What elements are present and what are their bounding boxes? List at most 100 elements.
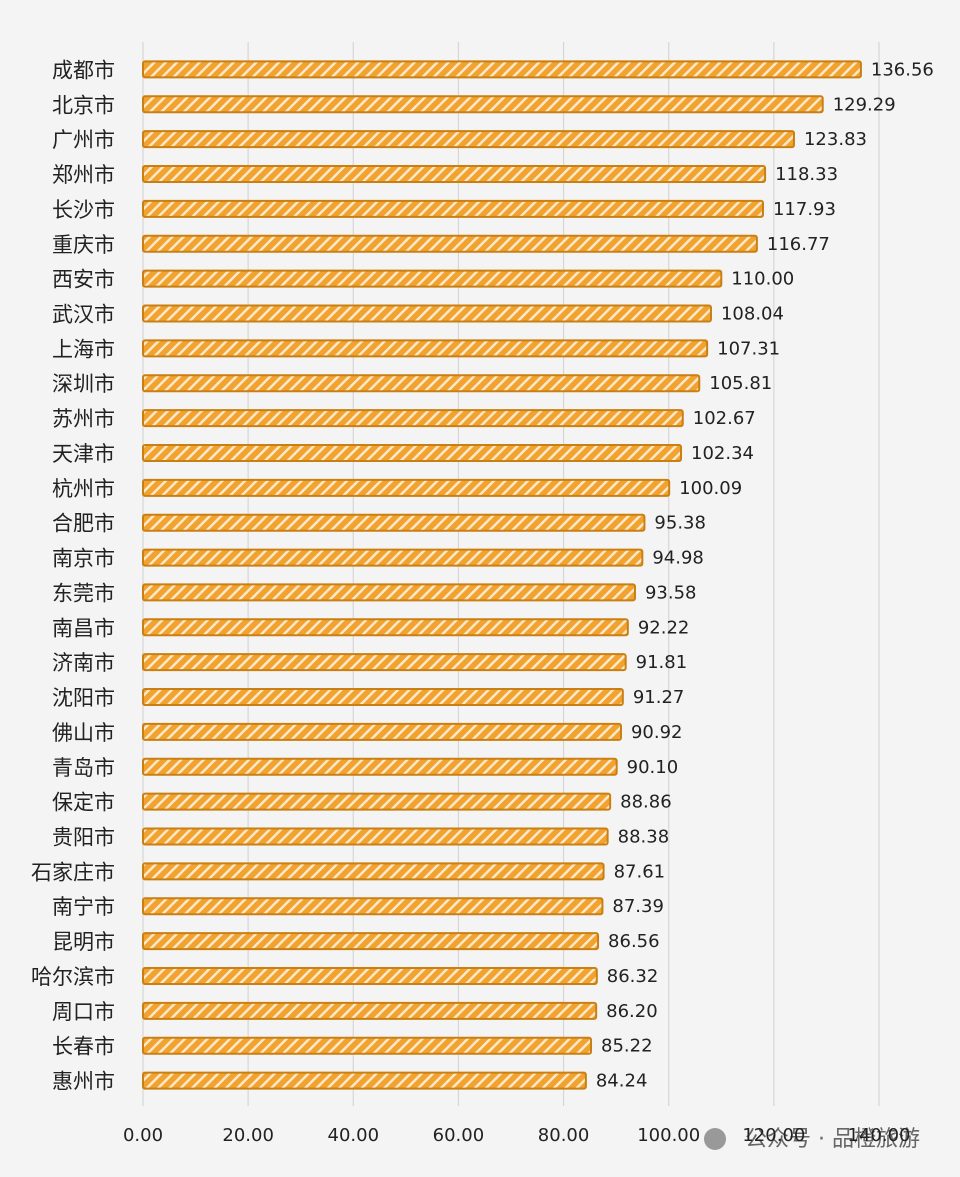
bar: [142, 339, 709, 358]
y-tick-label: 南宁市: [52, 895, 115, 919]
value-label: 88.38: [618, 827, 670, 848]
value-label: 92.22: [638, 617, 690, 638]
value-label: 90.10: [627, 757, 679, 778]
value-label: 110.00: [731, 269, 794, 290]
y-tick-label: 上海市: [52, 337, 115, 361]
x-tick-label: 20.00: [222, 1125, 274, 1146]
y-tick-label: 济南市: [52, 651, 115, 675]
value-label: 85.22: [601, 1036, 653, 1057]
bar: [142, 304, 712, 323]
y-tick-label: 惠州市: [52, 1070, 115, 1094]
bar: [142, 583, 636, 602]
value-label: 90.92: [631, 722, 683, 743]
y-tick-label: 石家庄市: [31, 860, 115, 884]
y-tick-label: 南昌市: [52, 616, 115, 640]
value-label: 86.20: [606, 1001, 658, 1022]
value-label: 118.33: [775, 164, 838, 185]
x-tick-label: 100.00: [637, 1125, 700, 1146]
bar: [142, 409, 684, 428]
bar: [142, 548, 644, 567]
value-label: 102.34: [691, 443, 754, 464]
bar: [142, 653, 627, 672]
y-tick-label: 沈阳市: [52, 686, 115, 710]
bar: [142, 513, 646, 532]
bar: [142, 199, 764, 218]
value-label: 116.77: [767, 234, 830, 255]
y-tick-label: 南京市: [52, 547, 115, 571]
y-tick-label: 天津市: [52, 442, 115, 466]
y-tick-label: 周口市: [52, 1000, 115, 1024]
y-tick-label: 苏州市: [52, 407, 115, 431]
bar: [142, 374, 701, 393]
bar: [142, 60, 862, 79]
y-tick-label: 杭州市: [52, 477, 115, 501]
value-label: 87.39: [612, 896, 664, 917]
value-label: 123.83: [804, 129, 867, 150]
value-label: 86.32: [607, 966, 659, 987]
value-label: 84.24: [596, 1071, 648, 1092]
bar: [142, 862, 605, 881]
value-label: 136.56: [871, 59, 934, 80]
x-tick-label: 40.00: [328, 1125, 380, 1146]
y-tick-label: 武汉市: [52, 303, 115, 327]
value-label: 108.04: [721, 304, 784, 325]
value-label: 88.86: [620, 792, 672, 813]
bar: [142, 757, 618, 776]
value-label: 93.58: [645, 582, 697, 603]
value-label: 105.81: [709, 373, 772, 394]
value-label: 117.93: [773, 199, 836, 220]
bar: [142, 722, 622, 741]
y-tick-label: 郑州市: [52, 163, 115, 187]
y-tick-label: 深圳市: [52, 372, 115, 396]
value-label: 86.56: [608, 931, 660, 952]
value-label: 102.67: [693, 408, 756, 429]
y-tick-label: 昆明市: [52, 930, 115, 954]
y-tick-label: 贵阳市: [52, 826, 115, 850]
x-tick-label: 120.00: [742, 1125, 805, 1146]
bar: [142, 618, 629, 637]
bar: [142, 688, 624, 707]
bar: [142, 478, 671, 497]
bar: [142, 269, 723, 288]
y-tick-label: 广州市: [52, 128, 115, 152]
value-label: 107.31: [717, 338, 780, 359]
y-tick-label: 长沙市: [52, 198, 115, 222]
value-label: 91.81: [636, 652, 688, 673]
y-tick-label: 保定市: [52, 791, 115, 815]
bar: [142, 234, 758, 253]
y-tick-label: 哈尔滨市: [31, 965, 115, 989]
value-label: 94.98: [652, 548, 704, 569]
watermark-icon: [704, 1128, 726, 1150]
y-tick-label: 重庆市: [52, 233, 115, 257]
bar: [142, 165, 767, 184]
bar: [142, 792, 612, 811]
y-tick-label: 佛山市: [52, 721, 115, 745]
y-tick-label: 成都市: [52, 58, 115, 82]
bar: [142, 827, 609, 846]
bar: [142, 1001, 598, 1020]
y-tick-label: 青岛市: [52, 756, 115, 780]
bar: [142, 1071, 587, 1090]
x-tick-label: 80.00: [538, 1125, 590, 1146]
y-tick-label: 东莞市: [52, 581, 115, 605]
value-label: 100.09: [679, 478, 742, 499]
bar: [142, 95, 824, 114]
bar: [142, 932, 600, 951]
y-tick-label: 合肥市: [52, 512, 115, 536]
y-tick-label: 西安市: [52, 268, 115, 292]
value-label: 91.27: [633, 687, 685, 708]
x-tick-label: 60.00: [433, 1125, 485, 1146]
bar: [142, 966, 598, 985]
value-label: 87.61: [614, 861, 666, 882]
bar: [142, 897, 604, 916]
bar: [142, 443, 683, 462]
x-tick-label: 0.00: [123, 1125, 163, 1146]
x-tick-label: 140.00: [848, 1125, 911, 1146]
bar: [142, 130, 795, 149]
bar: [142, 1036, 593, 1055]
value-label: 95.38: [654, 513, 706, 534]
watermark: 公众号 · 品橙旅游: [745, 1127, 920, 1152]
y-tick-label: 北京市: [52, 93, 115, 117]
value-label: 129.29: [833, 94, 896, 115]
